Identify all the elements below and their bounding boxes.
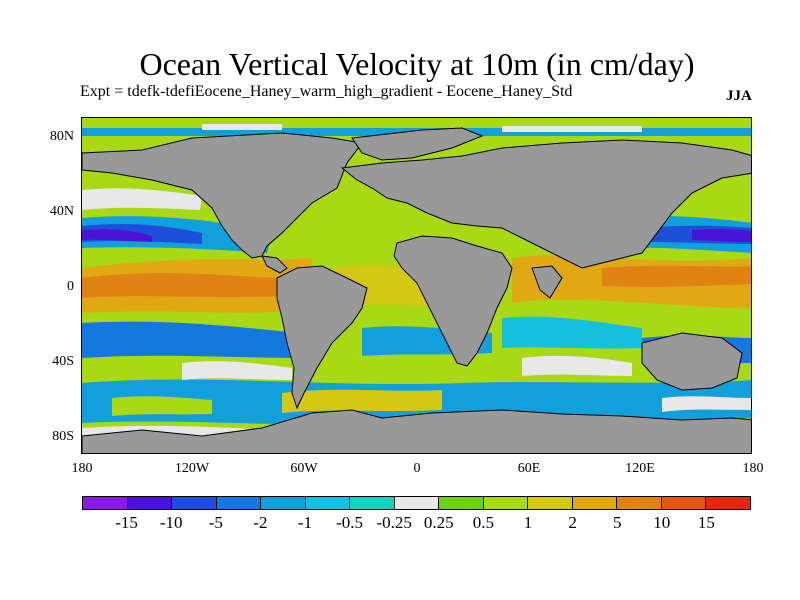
colorbar-swatch (305, 497, 351, 509)
colorbar-swatch (216, 497, 262, 509)
colorbar-swatch (83, 497, 128, 509)
lon-label-60e: 60E (517, 461, 541, 476)
colorbar-swatch (483, 497, 529, 509)
lat-label-80s: 80S (52, 429, 74, 444)
colorbar-label: 0.5 (472, 513, 495, 532)
lon-label-0: 0 (413, 461, 421, 476)
land-masses (82, 127, 751, 453)
lon-label-180w: 180 (71, 461, 93, 476)
colorbar-label: -1 (297, 513, 313, 532)
colorbar-label: -0.25 (376, 513, 412, 532)
lat-label-80n: 80N (49, 129, 74, 144)
plot-title: Ocean Vertical Velocity at 10m (in cm/da… (139, 46, 695, 82)
colorbar-label: 1 (523, 513, 533, 532)
lon-label-120e: 120E (625, 461, 655, 476)
colorbar-swatch (394, 497, 440, 509)
lat-label-40n: 40N (49, 204, 74, 219)
season-label: JJA (726, 88, 752, 104)
colorbar-label: -5 (208, 513, 223, 532)
map-canvas (82, 118, 751, 453)
colorbar (82, 496, 751, 510)
map-panel (81, 117, 752, 454)
lon-label-180e: 180 (742, 461, 764, 476)
colorbar-label: -10 (159, 513, 183, 532)
colorbar-label: 10 (653, 513, 671, 532)
lat-label-0: 0 (67, 279, 74, 294)
colorbar-label: 15 (697, 513, 715, 532)
colorbar-swatch (261, 497, 306, 509)
colorbar-swatch (572, 497, 618, 509)
colorbar-swatch (706, 497, 750, 509)
plot-subtitle: Expt = tdefk-tdefiEocene_Haney_warm_high… (80, 83, 573, 100)
colorbar-swatch (350, 497, 395, 509)
colorbar-label: -2 (253, 513, 268, 532)
colorbar-swatch (172, 497, 217, 509)
colorbar-label: 0.25 (423, 513, 454, 532)
colorbar-label: 5 (612, 513, 622, 532)
colorbar-swatch (617, 497, 662, 509)
colorbar-label: -0.5 (336, 513, 364, 532)
lon-label-120w: 120W (174, 461, 210, 476)
colorbar-swatch (661, 497, 707, 509)
colorbar-swatch (127, 497, 173, 509)
colorbar-label: 2 (568, 513, 577, 532)
lat-label-40s: 40S (52, 354, 74, 369)
colorbar-label: -15 (115, 513, 138, 532)
colorbar-swatch (528, 497, 573, 509)
colorbar-swatch (439, 497, 484, 509)
lon-label-60w: 60W (290, 461, 318, 476)
